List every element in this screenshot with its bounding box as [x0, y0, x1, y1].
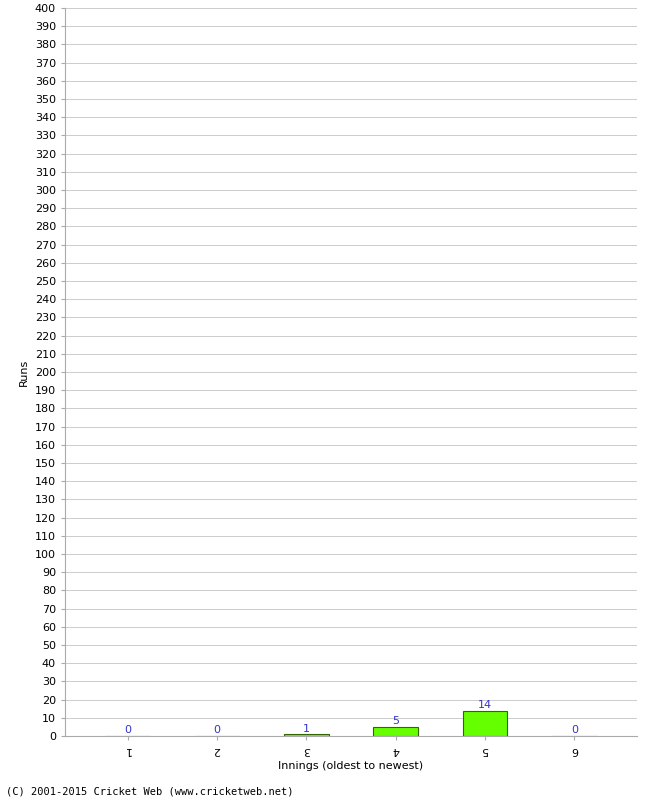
Bar	[284, 734, 329, 736]
Text: (C) 2001-2015 Cricket Web (www.cricketweb.net): (C) 2001-2015 Cricket Web (www.cricketwe…	[6, 786, 294, 796]
Bar	[463, 710, 508, 736]
Text: 1: 1	[303, 724, 310, 734]
Text: 0: 0	[124, 726, 131, 735]
Text: 5: 5	[392, 716, 399, 726]
Bar	[373, 727, 418, 736]
Text: 14: 14	[478, 700, 492, 710]
Y-axis label: Runs: Runs	[19, 358, 29, 386]
X-axis label: Innings (oldest to newest): Innings (oldest to newest)	[278, 761, 424, 770]
Text: 0: 0	[571, 726, 578, 735]
Text: 0: 0	[213, 726, 220, 735]
